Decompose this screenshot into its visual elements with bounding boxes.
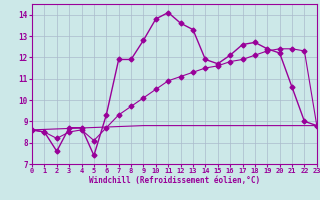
X-axis label: Windchill (Refroidissement éolien,°C): Windchill (Refroidissement éolien,°C): [89, 176, 260, 185]
